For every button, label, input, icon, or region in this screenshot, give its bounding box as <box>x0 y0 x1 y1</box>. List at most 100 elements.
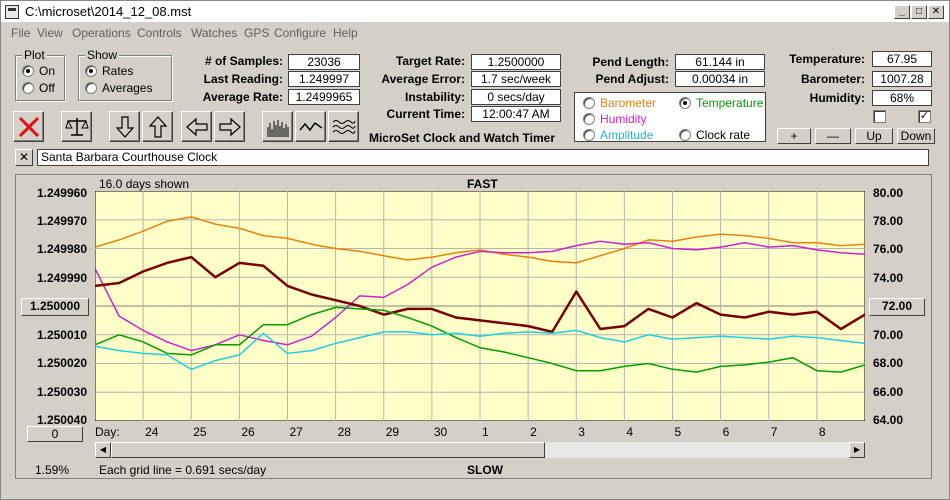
day-tick-label: 7 <box>770 425 778 439</box>
plot-off-radio[interactable]: Off <box>22 81 55 95</box>
bar-view-button[interactable] <box>262 111 293 142</box>
last-reading-field: 1.249997 <box>288 71 360 87</box>
multi-wave-icon <box>332 120 356 134</box>
barometer-series-line <box>95 216 865 264</box>
overlay-barometer-radio[interactable]: Barometer <box>583 96 656 110</box>
app-icon[interactable] <box>5 5 19 19</box>
app-caption: MicroSet Clock and Watch Timer <box>368 131 556 145</box>
checkbox-unchecked[interactable] <box>873 110 886 123</box>
clear-name-button[interactable]: ✕ <box>15 149 33 166</box>
show-rates-radio[interactable]: Rates <box>85 64 133 78</box>
radio-selected-icon <box>22 65 34 77</box>
menu-view[interactable]: View <box>37 26 63 40</box>
left-center-button[interactable]: 1.250000 <box>21 298 89 316</box>
overlay-clock-rate-label: Clock rate <box>696 128 751 142</box>
radio-unselected-icon <box>583 97 595 109</box>
pend-length-label: Pend Length: <box>592 55 669 69</box>
stop-button[interactable] <box>13 111 44 142</box>
average-rate-field: 1.2499965 <box>288 89 360 105</box>
minimize-button[interactable]: _ <box>894 5 910 19</box>
temperature-field: 67.95 <box>872 51 932 67</box>
day-tick-label: 8 <box>818 425 826 439</box>
left-tick: 1.250030 <box>36 385 87 399</box>
percent-caption: 1.59% <box>35 463 70 477</box>
balance-scale-icon <box>65 118 89 136</box>
scale-down-button[interactable]: Down <box>897 128 935 144</box>
rate-chart[interactable] <box>95 191 865 421</box>
left-tick: 1.249960 <box>36 186 87 200</box>
menu-gps[interactable]: GPS <box>244 26 270 40</box>
last-reading-label: Last Reading: <box>203 72 283 86</box>
day-tick-label: 24 <box>145 425 159 439</box>
time-scrollbar[interactable]: ◀ ▶ <box>95 442 865 458</box>
instability-label: Instability: <box>404 90 465 104</box>
zoom-out-button[interactable]: — <box>815 128 851 144</box>
close-icon: ✕ <box>931 6 941 17</box>
overlay-clock-rate-radio[interactable]: Clock rate <box>679 128 750 142</box>
right-tick: 74.00 <box>873 271 904 285</box>
overlay-temperature-radio[interactable]: Temperature <box>679 96 763 110</box>
average-rate-label: Average Rate: <box>202 90 283 104</box>
balance-button[interactable] <box>61 111 92 142</box>
day-tick-label: 28 <box>337 425 351 439</box>
pend-adjust-field: 0.00034 in <box>675 71 765 87</box>
triangle-right-icon: ▶ <box>853 445 861 454</box>
plot-groupbox: Plot On Off <box>15 48 65 101</box>
overlay-selector: Barometer Temperature Humidity Amplitude… <box>574 92 766 142</box>
watch-name-input[interactable]: Santa Barbara Courthouse Clock <box>37 149 929 166</box>
close-x-icon <box>18 116 40 138</box>
right-tick: 78.00 <box>873 214 904 228</box>
menu-operations[interactable]: Operations <box>72 26 131 40</box>
pend-length-field[interactable]: 61.144 in <box>675 54 765 70</box>
show-averages-radio[interactable]: Averages <box>85 81 152 95</box>
day-tick-label: 1 <box>482 425 489 439</box>
multi-view-button[interactable] <box>328 111 359 142</box>
scroll-right-button[interactable]: ▶ <box>849 442 865 458</box>
overlay-amplitude-radio[interactable]: Amplitude <box>583 128 653 142</box>
rate-series-line <box>95 255 865 334</box>
menu-controls[interactable]: Controls <box>137 26 182 40</box>
menu-configure[interactable]: Configure <box>274 26 327 40</box>
target-rate-field[interactable]: 1.2500000 <box>471 54 561 70</box>
right-tick: 76.00 <box>873 242 904 256</box>
amplitude-series-line <box>95 329 865 371</box>
day-tick-label: 29 <box>385 425 400 439</box>
shift-left-button[interactable] <box>181 111 212 142</box>
close-window-button[interactable]: ✕ <box>928 5 944 19</box>
triangle-left-icon: ◀ <box>99 445 107 454</box>
overlay-temperature-label: Temperature <box>696 96 764 110</box>
radio-selected-icon <box>85 65 97 77</box>
overlay-humidity-radio[interactable]: Humidity <box>583 112 647 126</box>
plot-off-label: Off <box>39 81 55 95</box>
right-tick: 68.00 <box>873 356 904 370</box>
plot-on-radio[interactable]: On <box>22 64 55 78</box>
menu-help[interactable]: Help <box>333 26 358 40</box>
maximize-button[interactable]: □ <box>911 5 927 19</box>
left-tick: 1.249980 <box>36 242 87 256</box>
shift-up-button[interactable] <box>142 111 173 142</box>
shift-right-button[interactable] <box>214 111 245 142</box>
shift-down-button[interactable] <box>109 111 140 142</box>
plot-group-title: Plot <box>22 48 47 62</box>
menu-watches[interactable]: Watches <box>191 26 238 40</box>
zoom-in-button[interactable]: + <box>777 128 811 144</box>
fast-caption: FAST <box>467 177 498 191</box>
menu-file[interactable]: File <box>11 26 31 40</box>
checkbox-checked[interactable]: ✓ <box>918 110 931 123</box>
day-tick-label: 26 <box>241 425 255 439</box>
line-view-button[interactable] <box>295 111 326 142</box>
humidity-field: 68% <box>872 90 932 106</box>
scale-up-button[interactable]: Up <box>855 128 893 144</box>
right-center-button[interactable]: 72.00 <box>869 298 925 316</box>
bottom-left-button[interactable]: 0 <box>27 426 83 442</box>
arrow-down-icon <box>115 116 135 138</box>
check-icon: ✓ <box>919 110 930 122</box>
right-tick: 70.00 <box>873 328 904 342</box>
pend-adjust-label: Pend Adjust: <box>595 72 669 86</box>
window-title: C:\microset\2014_12_08.mst <box>25 4 192 19</box>
scroll-thumb[interactable] <box>111 442 545 458</box>
humidity-series-line <box>95 240 865 352</box>
scroll-left-button[interactable]: ◀ <box>95 442 111 458</box>
arrow-right-icon <box>219 117 241 137</box>
